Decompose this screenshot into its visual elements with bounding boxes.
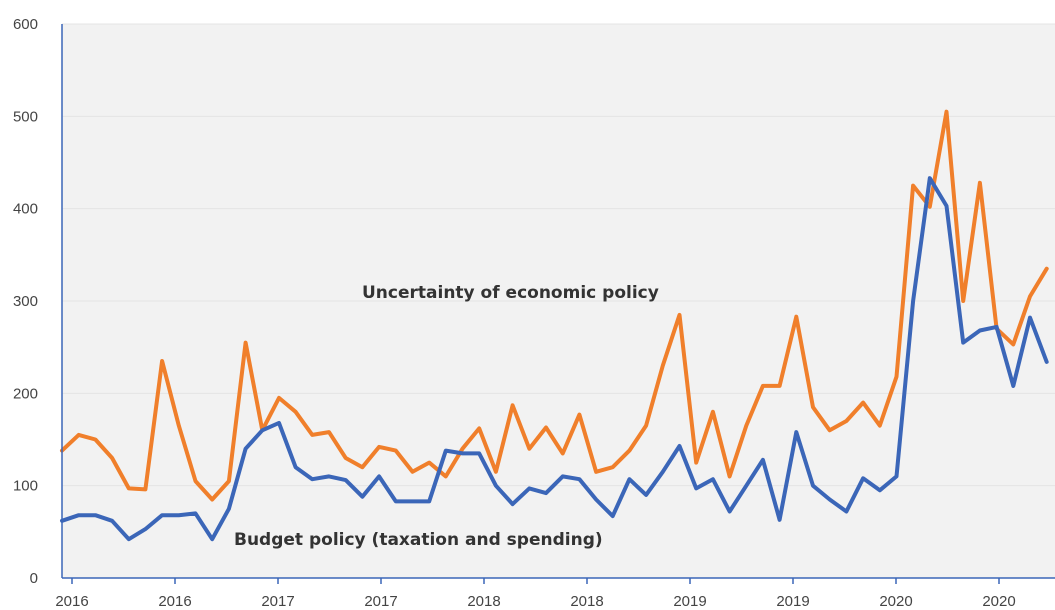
y-axis-ticks: 0 100 200 300 400 500 600: [13, 16, 38, 587]
y-tick-label: 200: [13, 385, 38, 402]
y-tick-label: 400: [13, 201, 38, 218]
annotation-budget: Budget policy (taxation and spending): [234, 530, 603, 550]
y-tick-label: 100: [13, 478, 38, 495]
x-tick-label: 2017: [364, 593, 397, 610]
x-tick-label: 2020: [982, 593, 1015, 610]
x-tick-label: 2019: [776, 593, 809, 610]
x-tick-label: 2016: [55, 593, 88, 610]
annotation-uncertainty: Uncertainty of economic policy: [362, 283, 659, 303]
x-tick-label: 2017: [261, 593, 294, 610]
x-tick-label: 2018: [467, 593, 500, 610]
y-tick-label: 0: [30, 570, 38, 587]
y-tick-label: 300: [13, 293, 38, 310]
y-tick-label: 600: [13, 16, 38, 33]
x-tick-label: 2016: [158, 593, 191, 610]
x-tick-label: 2018: [570, 593, 603, 610]
x-tick-label: 2019: [673, 593, 706, 610]
y-tick-label: 500: [13, 108, 38, 125]
series-line-uncertainty: [60, 109, 1049, 502]
series-lines: [60, 109, 1049, 542]
x-axis-ticks: 2016 2016 2017 2017 2018 2018 2019 2019 2020 2020: [55, 578, 1016, 610]
series-line-budget: [60, 176, 1049, 542]
x-tick-label: 2020: [879, 593, 912, 610]
gridlines: [62, 23, 1055, 487]
